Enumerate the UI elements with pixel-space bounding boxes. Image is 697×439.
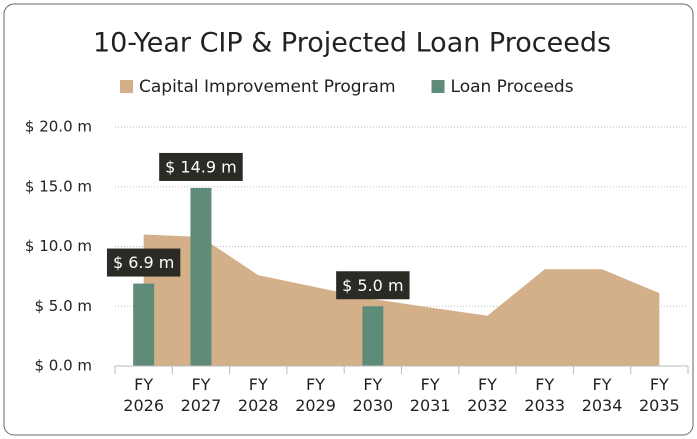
bar bbox=[190, 187, 212, 366]
legend-swatch bbox=[120, 80, 133, 93]
data-label-box bbox=[159, 152, 243, 181]
frame bbox=[3, 3, 694, 436]
data-label: $ 5.0 m bbox=[342, 276, 403, 295]
x-tick-label: FY 2030 bbox=[352, 375, 394, 415]
data-label: $ 14.9 m bbox=[165, 157, 237, 176]
x-tick-label: FY 2028 bbox=[237, 375, 279, 415]
y-tick-label: $ 15.0 m bbox=[25, 177, 92, 195]
x-tick-label: FY 2026 bbox=[123, 375, 164, 415]
bar bbox=[133, 283, 155, 366]
y-tick-label: $ 20.0 m bbox=[25, 118, 92, 136]
data-label-box bbox=[106, 248, 181, 277]
area bbox=[143, 234, 660, 366]
bar bbox=[362, 306, 384, 366]
y-tick-label: $ 5.0 m bbox=[34, 297, 92, 315]
x-tick-label: FY 2034 bbox=[581, 375, 623, 415]
legend-swatch bbox=[431, 80, 445, 93]
x-tick-label: FY 2032 bbox=[467, 375, 508, 415]
legend-label: Loan Proceeds bbox=[451, 77, 574, 97]
data-label: $ 6.9 m bbox=[113, 253, 174, 272]
x-tick-label: FY 2027 bbox=[180, 375, 222, 415]
x-tick-label: FY 2029 bbox=[295, 375, 336, 415]
legend-label: Capital Improvement Program bbox=[139, 77, 396, 97]
x-tick-label: FY 2035 bbox=[638, 375, 680, 415]
data-label-box bbox=[336, 271, 410, 300]
y-tick-label: $ 0.0 m bbox=[34, 357, 92, 375]
x-tick-label: FY 2033 bbox=[524, 375, 566, 415]
x-tick-label: FY 2031 bbox=[409, 375, 451, 415]
y-tick-label: $ 10.0 m bbox=[25, 237, 92, 255]
chart-title: 10-Year CIP & Projected Loan Proceeds bbox=[93, 28, 611, 59]
